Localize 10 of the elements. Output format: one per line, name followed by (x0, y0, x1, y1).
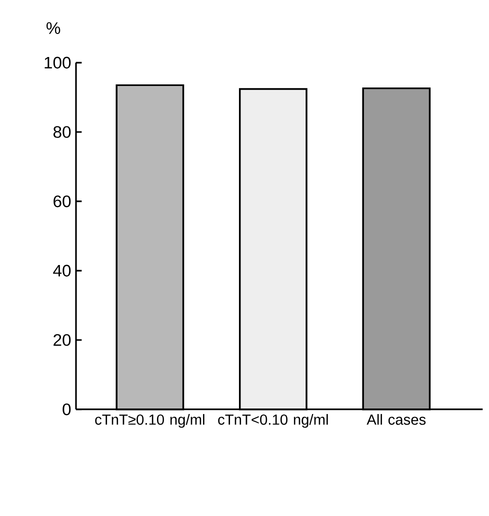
y-tick-label: 80 (53, 126, 71, 138)
x-tick-label: All cases (366, 414, 426, 425)
y-axis-title: % (46, 22, 60, 34)
y-tick-label: 0 (62, 403, 71, 416)
y-tick-label: 20 (54, 334, 71, 346)
y-tick-label: 40 (53, 264, 71, 277)
y-tick-label: 60 (54, 195, 71, 208)
x-tick-label: cTnT<0.10 ng/ml (218, 414, 328, 428)
x-tick-label: cTnT≥0.10 ng/ml (95, 414, 204, 428)
y-tick-label: 100 (44, 56, 71, 69)
